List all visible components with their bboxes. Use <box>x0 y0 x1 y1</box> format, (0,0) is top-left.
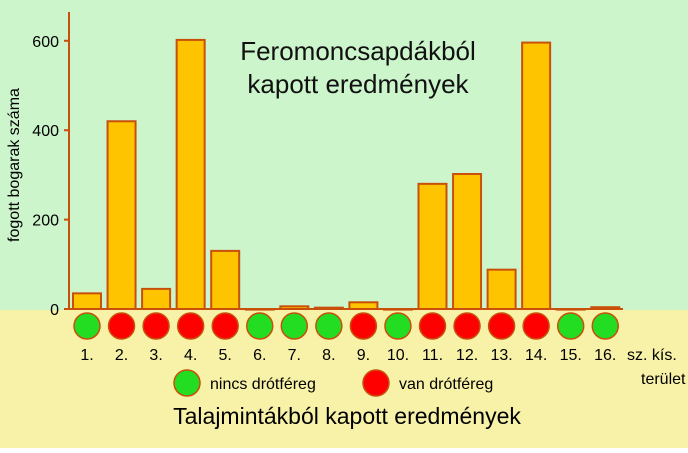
bar-3 <box>141 287 172 311</box>
soil-dot-13 <box>487 312 516 340</box>
chart-title-line-1: Feromoncsapdákból <box>240 36 476 66</box>
soil-dot-4 <box>176 312 205 340</box>
soil-dot-6 <box>246 312 274 340</box>
x-tick-label: 4. <box>184 347 197 364</box>
soil-dot-11 <box>418 312 447 340</box>
x-tick-label: 16. <box>594 347 616 364</box>
x-tick-label: 1. <box>80 347 93 364</box>
soil-dot-9 <box>349 312 378 340</box>
soil-dot-12 <box>453 312 481 340</box>
soil-dot-16 <box>591 312 619 340</box>
x-tick-label: 11. <box>422 347 443 364</box>
x-tick-label: 9. <box>357 347 370 364</box>
soil-dot-2 <box>107 312 136 340</box>
soil-dot-8 <box>315 312 343 340</box>
y-tick-label: 0 <box>50 302 59 319</box>
legend-present-label: van drótféreg <box>399 376 493 393</box>
soil-dot-10 <box>384 312 412 340</box>
bar-5 <box>210 249 241 310</box>
y-tick-label: 200 <box>32 213 59 230</box>
bar-1 <box>72 292 102 311</box>
soil-dot-7 <box>280 312 309 340</box>
soil-dot-1 <box>73 312 101 340</box>
bar-2 <box>106 120 137 311</box>
bar-9 <box>348 301 379 311</box>
y-tick-label: 400 <box>32 123 59 140</box>
y-tick-label: 600 <box>32 34 59 51</box>
bar-13 <box>486 268 517 310</box>
x-axis-label-line-2: terület <box>641 371 686 388</box>
chart-title-line-2: kapott eredmények <box>247 69 469 99</box>
x-axis-label-line-1: sz. kís. <box>627 347 677 364</box>
soil-dot-3 <box>142 312 170 340</box>
x-tick-label: 5. <box>219 347 232 364</box>
x-tick-label: 12. <box>456 347 478 364</box>
soil-dot-15 <box>556 312 585 340</box>
x-tick-label: 15. <box>560 347 582 364</box>
bar-12 <box>452 173 483 310</box>
x-tick-label: 2. <box>115 347 128 364</box>
bar-14 <box>521 41 552 310</box>
legend-none-label: nincs drótféreg <box>210 376 316 393</box>
bottom-subtitle: Talajmintákból kapott eredmények <box>173 403 521 429</box>
soil-dot-14 <box>522 312 550 340</box>
x-tick-label: 7. <box>288 347 301 364</box>
soil-dot-5 <box>211 312 239 340</box>
x-tick-label: 14. <box>525 347 547 364</box>
legend-present-dot <box>362 369 390 397</box>
x-tick-label: 13. <box>490 347 512 364</box>
legend-none-dot <box>173 369 201 397</box>
x-tick-label: 10. <box>387 347 409 364</box>
x-tick-label: 6. <box>253 347 266 364</box>
y-axis-label: fogott bogarak száma <box>6 88 23 242</box>
bar-4 <box>175 38 206 310</box>
bar-11 <box>417 182 448 310</box>
x-tick-label: 8. <box>322 347 335 364</box>
x-tick-label: 3. <box>149 347 162 364</box>
